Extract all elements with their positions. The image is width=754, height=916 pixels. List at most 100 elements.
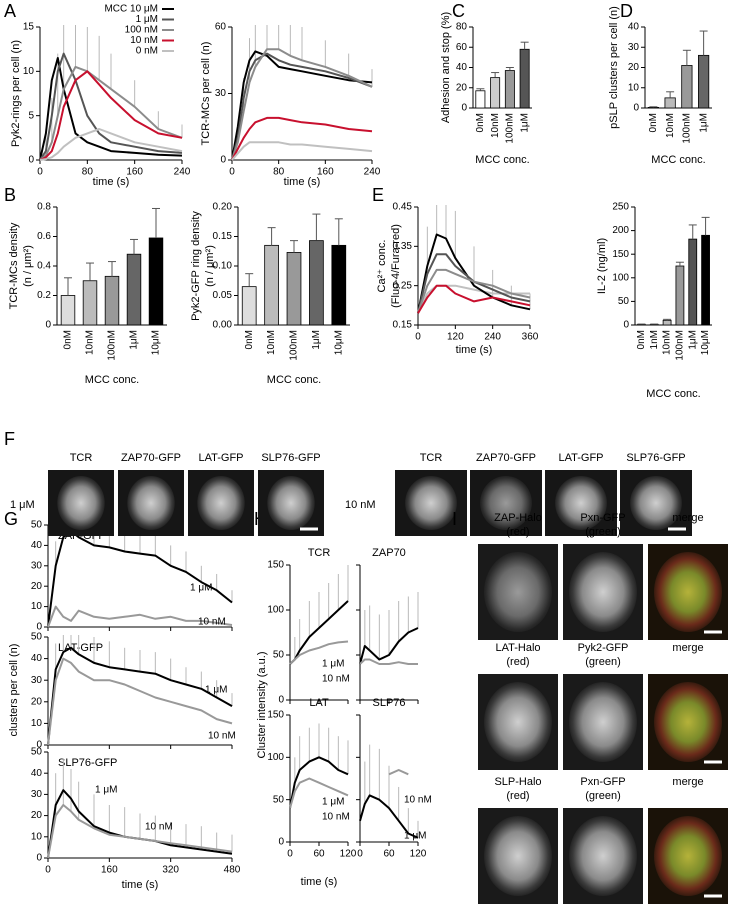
- bar: [675, 265, 685, 326]
- y-tick-label: 0: [633, 103, 639, 114]
- panel-letter: I: [452, 509, 457, 529]
- y-tick-label: 50: [31, 747, 43, 758]
- bar: [475, 90, 486, 109]
- x-tick-label: 0: [287, 849, 293, 860]
- x-axis-label: MCC conc.: [85, 374, 139, 386]
- line-series: [359, 658, 418, 665]
- y-axis-label: (Fluo-4/Fura-red): [390, 224, 402, 308]
- cell: [654, 816, 722, 896]
- y-tick-label: 40: [456, 62, 468, 73]
- annotation: 10 nM: [198, 617, 226, 628]
- y-tick-label: 0: [36, 740, 42, 751]
- y-tick-label: 0.45: [393, 202, 413, 213]
- bar: [681, 65, 693, 109]
- y-tick-label: 5: [28, 110, 34, 121]
- image-header: ZAP70-GFP: [121, 452, 181, 464]
- x-tick-label: 240: [364, 167, 381, 178]
- category-label: 1μM: [311, 330, 322, 350]
- chart-title: ZAP70: [372, 547, 406, 559]
- category-label: 0nM: [63, 330, 74, 349]
- y-tick-label: 0: [278, 837, 284, 848]
- category-label: 0nM: [475, 113, 486, 132]
- cell: [654, 552, 722, 632]
- line-series: [359, 627, 419, 665]
- y-tick-label: 0.2: [37, 290, 51, 301]
- y-tick-label: 40: [628, 22, 640, 33]
- y-tick-label: 0: [28, 155, 34, 166]
- bar: [490, 77, 501, 109]
- bar: [698, 54, 710, 109]
- image-header: SLP76-GFP: [626, 452, 685, 464]
- y-tick-label: 100: [267, 605, 284, 616]
- cell: [484, 682, 552, 762]
- y-tick-label: 0.10: [213, 261, 233, 272]
- x-axis-label: time (s): [456, 344, 493, 356]
- y-tick-label: 0: [36, 853, 42, 864]
- bar: [688, 238, 698, 326]
- image-label: SLP-Halo: [494, 776, 541, 788]
- panel-letter: B: [4, 185, 16, 205]
- line-series: [231, 116, 373, 161]
- bar: [662, 319, 672, 326]
- category-label: 100nM: [107, 330, 118, 361]
- cell: [569, 552, 637, 632]
- condition-label: 1 μM: [10, 499, 35, 511]
- image-header: TCR: [420, 452, 443, 464]
- image-label: LAT-Halo: [495, 642, 540, 654]
- category-label: 10μM: [333, 330, 344, 355]
- bar: [286, 252, 302, 326]
- image-header: TCR: [70, 452, 93, 464]
- x-tick-label: 160: [317, 167, 334, 178]
- x-tick-label: 240: [484, 332, 501, 343]
- cell: [480, 476, 532, 530]
- y-axis-label: (n / μm²): [204, 245, 216, 287]
- y-tick-label: 150: [267, 710, 284, 721]
- line-series: [39, 52, 183, 161]
- x-tick-label: 480: [224, 865, 241, 876]
- bar: [309, 240, 324, 326]
- image-label: merge: [672, 642, 703, 654]
- category-label: 10μM: [151, 330, 162, 355]
- annotation: 1 μM: [322, 797, 344, 808]
- cell: [555, 476, 607, 530]
- x-tick-label: 0: [45, 865, 51, 876]
- category-label: 1nM: [649, 330, 660, 349]
- cell: [484, 816, 552, 896]
- y-tick-label: 20: [31, 581, 43, 592]
- cell: [405, 476, 457, 530]
- y-tick-label: 50: [31, 632, 43, 643]
- category-label: 10nM: [490, 113, 501, 138]
- bar: [701, 234, 710, 326]
- image-header: LAT-GFP: [558, 452, 603, 464]
- category-label: 1μM: [698, 113, 709, 133]
- x-tick-label: 60: [313, 849, 325, 860]
- y-tick-label: 200: [612, 225, 629, 236]
- category-label: 100nM: [289, 330, 300, 361]
- y-axis-label: TCR-MCs density: [8, 222, 20, 309]
- cell: [569, 816, 637, 896]
- bar: [126, 253, 142, 326]
- line-series: [417, 233, 531, 314]
- annotation: 10 nM: [322, 812, 350, 823]
- category-label: 100nM: [682, 113, 693, 144]
- x-tick-label: 0: [37, 167, 43, 178]
- image-header: ZAP70-GFP: [476, 452, 536, 464]
- annotation: 10 nM: [404, 795, 432, 806]
- y-tick-label: 0: [623, 320, 629, 331]
- y-tick-label: 10: [31, 831, 43, 842]
- y-tick-label: 150: [267, 560, 284, 571]
- panel-letter: F: [4, 429, 15, 449]
- x-axis-label: MCC conc.: [267, 374, 321, 386]
- bar: [148, 237, 164, 326]
- panel-letter: C: [452, 1, 465, 21]
- line-series: [289, 756, 349, 809]
- y-tick-label: 50: [273, 650, 285, 661]
- x-tick-label: 160: [101, 865, 118, 876]
- y-tick-label: 100: [612, 272, 629, 283]
- line-series: [231, 50, 373, 161]
- annotation: 1 μM: [95, 785, 117, 796]
- x-tick-label: 60: [383, 849, 395, 860]
- y-tick-label: 20: [31, 810, 43, 821]
- category-label: 1μM: [519, 113, 530, 133]
- cell: [127, 476, 175, 530]
